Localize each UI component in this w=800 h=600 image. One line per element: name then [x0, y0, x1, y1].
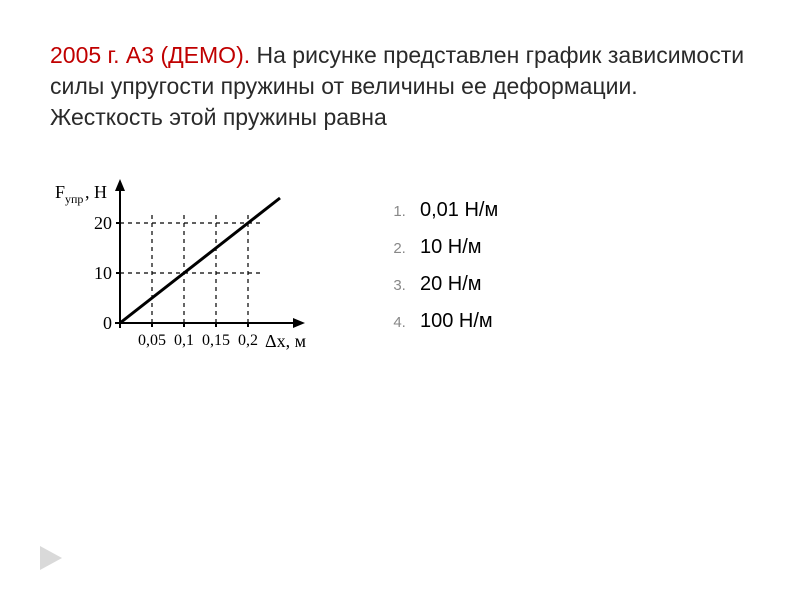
svg-text:0,2: 0,2: [238, 332, 258, 349]
option-2: 10 Н/м: [410, 236, 498, 259]
svg-text:0,15: 0,15: [202, 332, 230, 349]
problem-heading: 2005 г. А3 (ДЕМО). На рисунке представле…: [50, 40, 750, 133]
bookmark-icon: [40, 546, 62, 570]
heading-red: 2005 г. А3 (ДЕМО).: [50, 42, 250, 68]
svg-text:0,1: 0,1: [174, 332, 194, 349]
answer-options: 0,01 Н/м 10 Н/м 20 Н/м 100 Н/м: [380, 199, 498, 347]
option-4: 100 Н/м: [410, 310, 498, 333]
option-1: 0,01 Н/м: [410, 199, 498, 222]
svg-text:упр: упр: [65, 192, 83, 206]
content-row: Fупр, Н Δx, м 0 10 20 0,05 0,1 0,15 0,2 0,01 Н/м…: [50, 173, 750, 373]
svg-text:F: F: [55, 182, 65, 202]
svg-text:0: 0: [103, 313, 112, 333]
chart: Fупр, Н Δx, м 0 10 20 0,05 0,1 0,15 0,2: [50, 173, 310, 373]
svg-text:, Н: , Н: [85, 182, 107, 202]
option-3: 20 Н/м: [410, 273, 498, 296]
svg-text:0,05: 0,05: [138, 332, 166, 349]
svg-text:10: 10: [94, 263, 112, 283]
svg-text:20: 20: [94, 213, 112, 233]
svg-text:Δx, м: Δx, м: [265, 331, 306, 351]
